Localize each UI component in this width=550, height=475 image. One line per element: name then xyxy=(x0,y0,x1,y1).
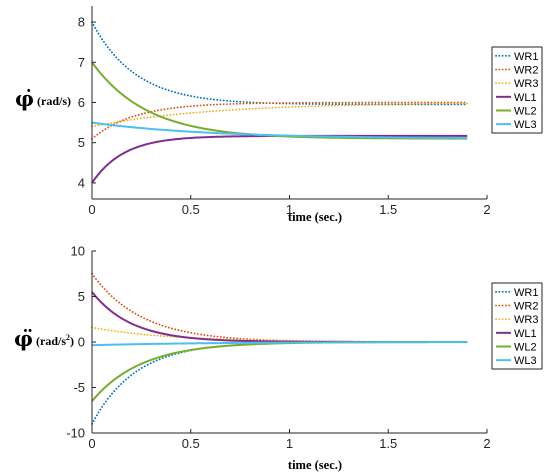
series-line-wl3 xyxy=(91,341,468,347)
legend-label-wr3: WR3 xyxy=(514,78,538,90)
legend-label-wr3: WR3 xyxy=(514,314,538,326)
legend-box xyxy=(491,46,543,134)
y-tick-label: 6 xyxy=(78,95,85,110)
legend-label-wl2: WL2 xyxy=(514,106,537,118)
legend-label-wr1: WR1 xyxy=(514,51,538,63)
y-tick-label: 10 xyxy=(71,244,85,259)
y-tick-label: 0 xyxy=(78,335,85,350)
y-tick-label: 4 xyxy=(78,175,85,190)
y-axis-unit-bottom: (rad/s2) xyxy=(36,333,74,348)
series-line-wr3 xyxy=(91,102,469,128)
y-tick-label: -5 xyxy=(73,380,85,395)
y-axis-unit-base-bottom: (rad/s xyxy=(36,334,66,348)
y-axis-symbol-bottom: φ̈ xyxy=(14,326,33,351)
x-tick-label: 0 xyxy=(88,202,95,217)
legend-label-wr2: WR2 xyxy=(514,301,538,313)
x-tick-label: 1 xyxy=(286,436,293,451)
y-tick-label: 5 xyxy=(78,135,85,150)
series-layer-bottom xyxy=(91,272,469,425)
series-line-wl3 xyxy=(91,121,468,140)
chart-bottom: 0 0.5 1 1.5 2 -10 -5 0 5 10 time (sec.) φ̈ (rad/s… xyxy=(14,244,543,472)
ticks-bottom: 0 0.5 1 1.5 2 -10 -5 0 5 10 xyxy=(66,244,490,452)
y-axis-unit-sup-bottom: 2 xyxy=(66,333,70,342)
y-axis-label-top: φ̇ (rad/s) xyxy=(15,86,71,111)
x-tick-label: 1.5 xyxy=(379,202,397,217)
legend-label-wl2: WL2 xyxy=(514,342,537,354)
y-axis-symbol-top: φ̇ xyxy=(15,86,34,111)
legend-label-wr2: WR2 xyxy=(514,65,538,77)
legend-label-wl1: WL1 xyxy=(514,92,537,104)
y-axis-unit-close-bottom: ) xyxy=(70,334,74,348)
legend-label-wl3: WL3 xyxy=(514,355,537,367)
y-axis-unit-top: (rad/s) xyxy=(37,94,71,108)
x-axis-label-top: time (sec.) xyxy=(288,210,342,224)
y-tick-label: 7 xyxy=(78,55,85,70)
ticks-top: 0 0.5 1 1.5 2 4 5 6 7 8 xyxy=(78,15,491,217)
x-tick-label: 0 xyxy=(88,436,95,451)
y-tick-label: 8 xyxy=(78,15,85,30)
x-axis-label-bottom: time (sec.) xyxy=(288,458,342,472)
x-tick-label: 0.5 xyxy=(182,202,200,217)
y-tick-label: -10 xyxy=(66,426,85,441)
x-tick-label: 2 xyxy=(483,436,490,451)
x-tick-label: 1 xyxy=(286,202,293,217)
legend-box xyxy=(491,282,543,370)
legend-label-wr1: WR1 xyxy=(514,287,538,299)
x-tick-label: 1.5 xyxy=(379,436,397,451)
legend-label-wl1: WL1 xyxy=(514,328,537,340)
y-axis-label-bottom: φ̈ (rad/s2) xyxy=(14,326,74,351)
series-layer-top xyxy=(91,21,469,184)
legend-label-wl3: WL3 xyxy=(514,119,537,131)
chart-top: 0 0.5 1 1.5 2 4 5 6 7 8 time (sec.) φ̇ (rad/s) WR… xyxy=(15,6,543,224)
x-tick-label: 0.5 xyxy=(182,436,200,451)
x-tick-label: 2 xyxy=(483,202,490,217)
series-line-wr2 xyxy=(91,101,469,140)
y-tick-label: 5 xyxy=(78,289,85,304)
